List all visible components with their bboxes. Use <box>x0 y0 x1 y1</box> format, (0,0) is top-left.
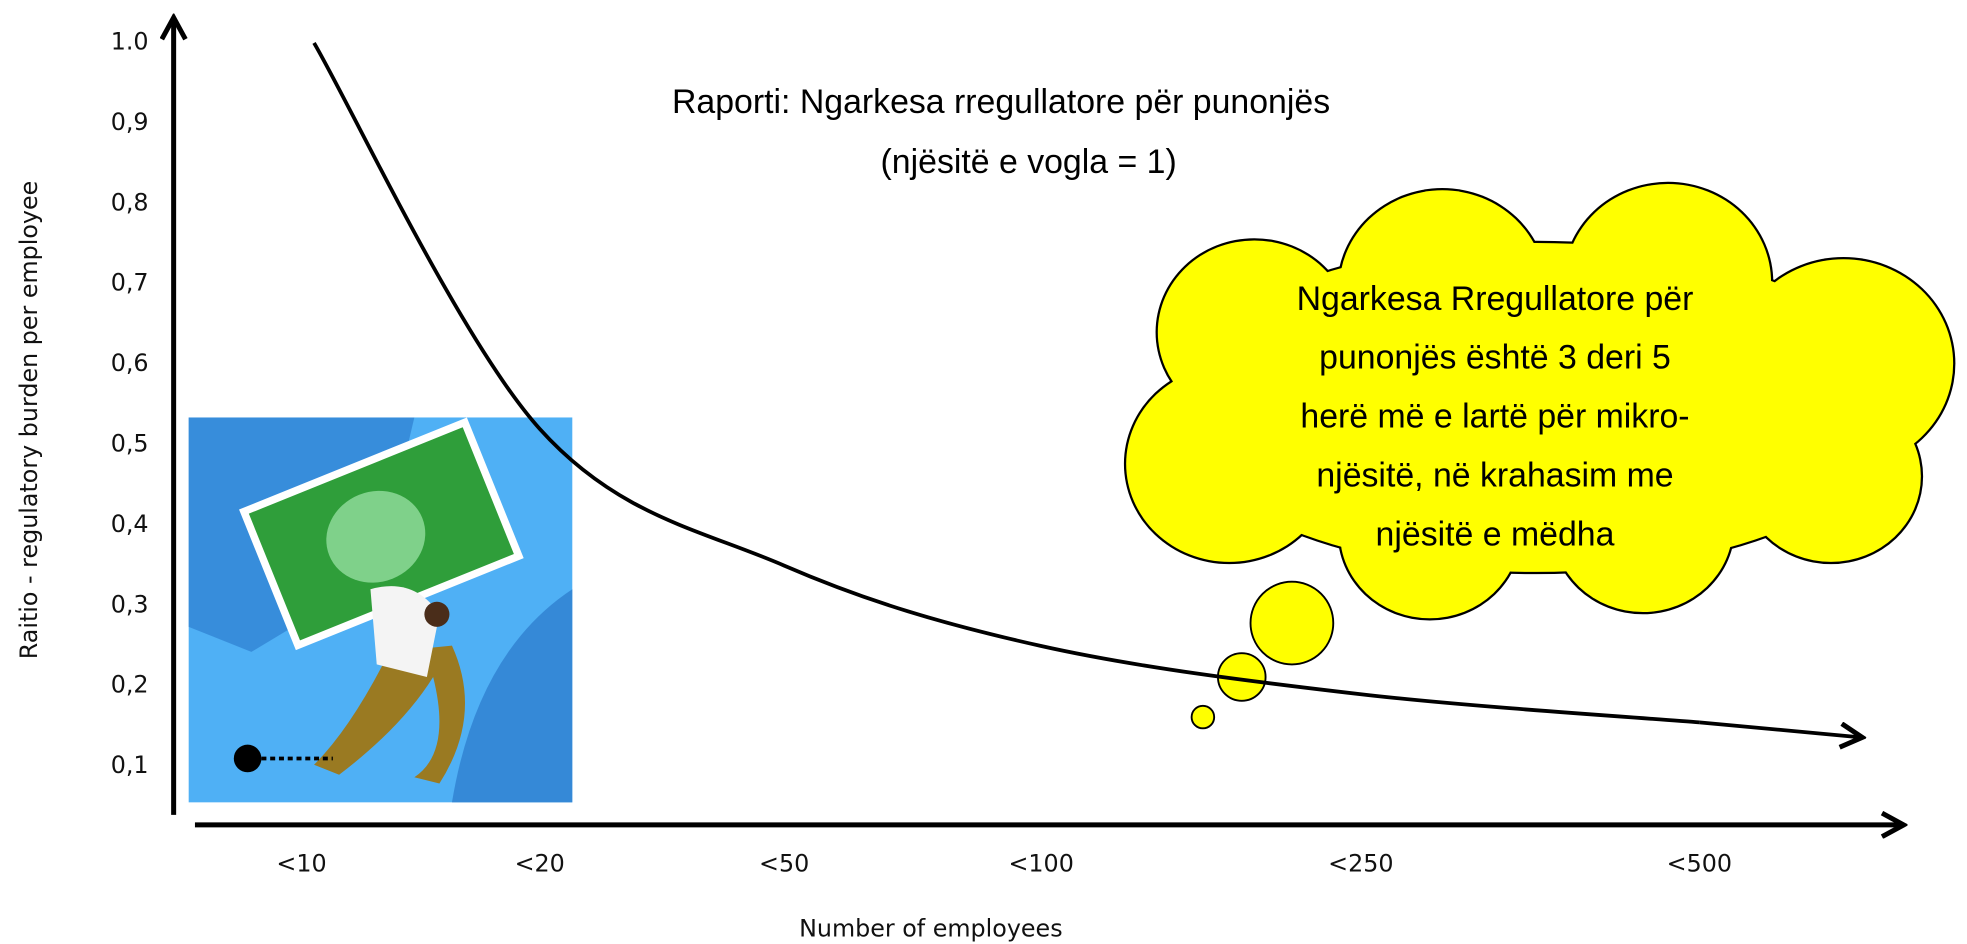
x-axis-label: Number of employees <box>799 915 1063 943</box>
y-tick-label: 0,5 <box>111 429 149 457</box>
chart: Raporti: Ngarkesa rregullatore për punon… <box>0 0 1967 944</box>
annotation-cloud: Ngarkesa Rregullatore për punonjës është … <box>1124 182 1955 729</box>
chart-title: Raporti: Ngarkesa rregullatore për punon… <box>672 83 1330 121</box>
y-axis-label: Raitio - regulatory burden per employee <box>15 181 43 660</box>
x-tick-label: <500 <box>1667 850 1732 878</box>
annotation-line: njësitë e mëdha <box>1376 516 1615 554</box>
x-tick-label: <20 <box>515 850 565 878</box>
annotation-line: herë më e lartë për mikro- <box>1300 398 1689 436</box>
annotation-line: Ngarkesa Rregullatore për <box>1297 280 1694 318</box>
x-tick-label: <50 <box>759 850 809 878</box>
thought-bubble <box>1251 582 1334 665</box>
y-tick-label: 0,2 <box>111 671 149 699</box>
y-tick-label: 0,7 <box>111 269 149 297</box>
clipart <box>189 417 573 802</box>
x-tick-label: <100 <box>1008 850 1073 878</box>
y-tick-label: 0,4 <box>111 510 149 538</box>
y-tick-label: 0,9 <box>111 108 149 136</box>
x-tick-label: <10 <box>276 850 326 878</box>
x-tick-label: <250 <box>1328 850 1393 878</box>
y-tick-label: 0,6 <box>111 349 149 377</box>
y-tick-label: 0,3 <box>111 590 149 618</box>
y-tick-label: 1.0 <box>111 27 149 55</box>
y-tick-label: 0,1 <box>111 751 149 779</box>
line-arrow <box>1699 722 1862 737</box>
y-tick-label: 0,8 <box>111 188 149 216</box>
annotation-line: njësitë, në krahasim me <box>1316 457 1673 495</box>
annotation-line: punonjës është 3 deri 5 <box>1319 339 1671 377</box>
chart-subtitle: (njësitë e vogla = 1) <box>881 143 1177 181</box>
thought-bubble <box>1192 706 1215 729</box>
